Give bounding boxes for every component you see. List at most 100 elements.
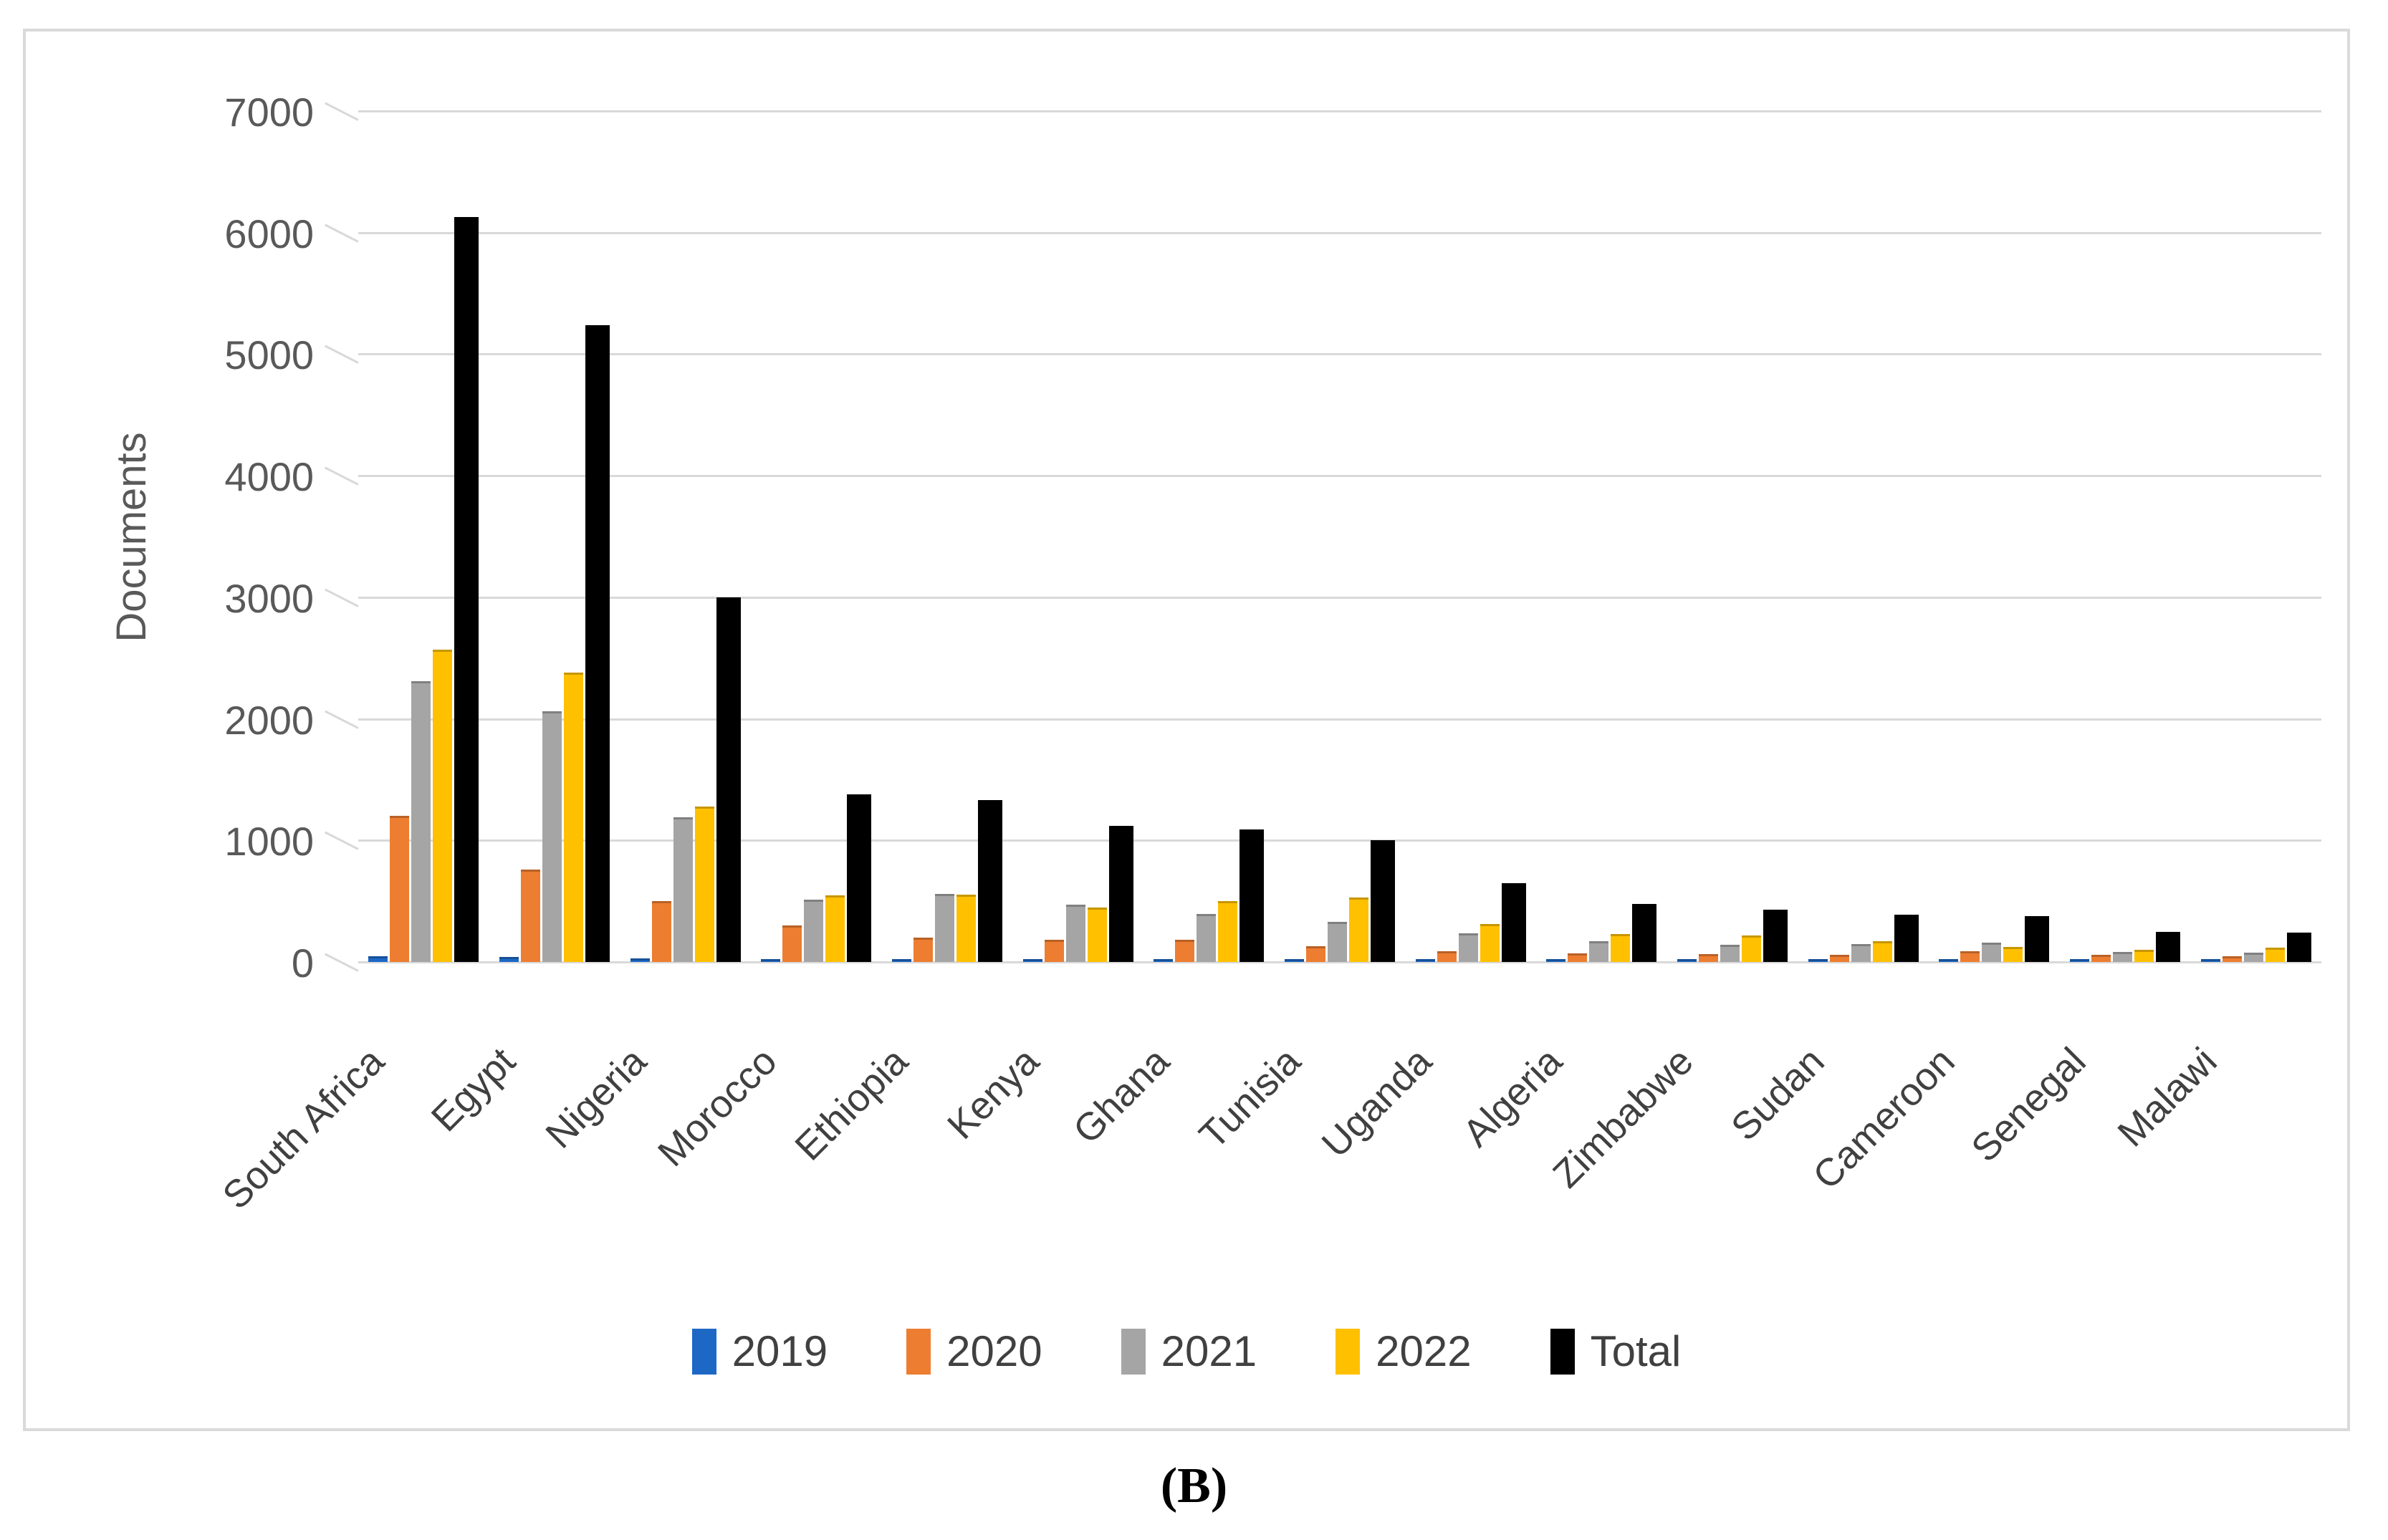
gridline-0 <box>358 961 2321 963</box>
y-tick-label-7000: 7000 <box>224 90 314 135</box>
legend-item-2021: 2021 <box>1121 1329 1257 1375</box>
bar-algeria-2021 <box>1589 941 1609 962</box>
legend-label-2020: 2020 <box>946 1327 1042 1375</box>
gridline-elbow-6000 <box>324 223 359 243</box>
bar-morocco-2020 <box>782 925 802 962</box>
gridline-elbow-5000 <box>324 345 359 365</box>
bar-morocco-2022 <box>825 895 845 962</box>
bar-morocco-2021 <box>804 900 824 962</box>
legend-item-2022: 2022 <box>1336 1329 1472 1375</box>
bar-ghana-2020 <box>1175 940 1195 962</box>
gridline-1000 <box>358 839 2321 842</box>
bar-senegal-2022 <box>2134 950 2154 962</box>
bar-group-tunisia <box>1275 111 1406 962</box>
bar-group-ethiopia <box>882 111 1013 962</box>
bar-uganda-2022 <box>1480 924 1500 962</box>
bar-ghana-2022 <box>1218 901 1238 962</box>
bar-sudan-2021 <box>1851 944 1871 962</box>
bar-uganda-2020 <box>1437 951 1457 962</box>
legend-label-total: Total <box>1590 1327 1682 1375</box>
bar-malawi-2021 <box>2243 953 2263 962</box>
gridline-3000 <box>358 596 2321 599</box>
bar-egypt-total <box>585 325 610 962</box>
bar-kenya-2022 <box>1087 908 1107 962</box>
gridline-elbow-2000 <box>324 710 359 729</box>
bar-senegal-2019 <box>2069 959 2089 962</box>
bar-algeria-2022 <box>1611 934 1631 962</box>
bar-zimbabwe-2019 <box>1677 959 1697 962</box>
legend-swatch-total <box>1550 1329 1575 1375</box>
bar-cameroon-2019 <box>1939 959 1959 962</box>
y-tick-label-4000: 4000 <box>224 454 314 500</box>
legend-label-2019: 2019 <box>732 1327 828 1375</box>
bar-group-egypt <box>489 111 620 962</box>
bar-group-sudan <box>1798 111 1929 962</box>
bar-tunisia-2019 <box>1284 959 1304 962</box>
bar-group-senegal <box>2060 111 2191 962</box>
bar-south-africa-2021 <box>411 681 431 962</box>
bar-cameroon-2021 <box>1982 943 2002 962</box>
gridline-elbow-3000 <box>324 588 359 607</box>
bar-egypt-2020 <box>520 870 540 962</box>
y-tick-label-6000: 6000 <box>224 211 314 256</box>
bar-ghana-2021 <box>1197 914 1217 962</box>
y-tick-label-1000: 1000 <box>224 819 314 865</box>
bar-south-africa-2020 <box>390 816 410 962</box>
bar-sudan-total <box>1894 915 1919 962</box>
bar-ethiopia-total <box>977 800 1002 962</box>
gridline-elbow-0 <box>324 953 359 972</box>
bar-kenya-2021 <box>1065 905 1085 962</box>
bar-nigeria-2020 <box>651 901 671 962</box>
bar-ethiopia-2022 <box>956 895 976 962</box>
bar-malawi-2019 <box>2200 959 2220 962</box>
gridline-4000 <box>358 475 2321 478</box>
bar-tunisia-total <box>1370 840 1395 962</box>
chart-figure-box <box>23 29 2350 1431</box>
bar-algeria-2020 <box>1568 953 1588 962</box>
bar-morocco-total <box>847 794 872 962</box>
gridline-5000 <box>358 353 2321 356</box>
legend-swatch-2019 <box>691 1329 716 1375</box>
bar-group-nigeria <box>620 111 751 962</box>
gridline-elbow-4000 <box>324 466 359 486</box>
legend-item-2020: 2020 <box>906 1329 1042 1375</box>
bar-group-uganda <box>1405 111 1536 962</box>
legend-swatch-2022 <box>1336 1329 1361 1375</box>
bar-tunisia-2022 <box>1348 897 1368 962</box>
bar-malawi-2022 <box>2265 948 2285 962</box>
bar-group-kenya <box>1012 111 1143 962</box>
bar-zimbabwe-2021 <box>1720 945 1740 962</box>
bar-nigeria-total <box>716 597 741 962</box>
bar-nigeria-2022 <box>694 807 714 962</box>
bar-egypt-2022 <box>563 673 583 962</box>
bar-senegal-total <box>2155 932 2180 962</box>
bar-senegal-2020 <box>2091 955 2111 962</box>
bar-group-morocco <box>751 111 882 962</box>
y-axis-title: Documents <box>108 432 155 643</box>
bar-south-africa-total <box>454 217 479 962</box>
legend-label-2021: 2021 <box>1161 1327 1257 1375</box>
figure-caption: (B) <box>1160 1458 1228 1513</box>
gridline-6000 <box>358 231 2321 234</box>
bar-egypt-2019 <box>499 957 519 962</box>
bar-group-cameroon <box>1929 111 2060 962</box>
bar-group-malawi <box>2190 111 2321 962</box>
bar-group-ghana <box>1143 111 1275 962</box>
bar-ghana-2019 <box>1154 959 1174 962</box>
bar-cameroon-total <box>2025 916 2050 962</box>
bar-sudan-2020 <box>1829 955 1849 962</box>
bar-group-algeria <box>1536 111 1667 962</box>
y-tick-label-2000: 2000 <box>224 697 314 743</box>
bar-algeria-2019 <box>1546 959 1566 962</box>
legend-swatch-2021 <box>1121 1329 1146 1375</box>
bar-ethiopia-2020 <box>913 938 933 962</box>
bar-tunisia-2020 <box>1305 946 1325 962</box>
bar-ethiopia-2019 <box>891 959 911 962</box>
bar-morocco-2019 <box>761 959 781 962</box>
bar-south-africa-2019 <box>368 956 388 962</box>
y-tick-label-3000: 3000 <box>224 575 314 621</box>
bar-algeria-total <box>1632 904 1657 962</box>
y-tick-label-5000: 5000 <box>224 332 314 378</box>
bar-south-africa-2022 <box>433 650 453 962</box>
